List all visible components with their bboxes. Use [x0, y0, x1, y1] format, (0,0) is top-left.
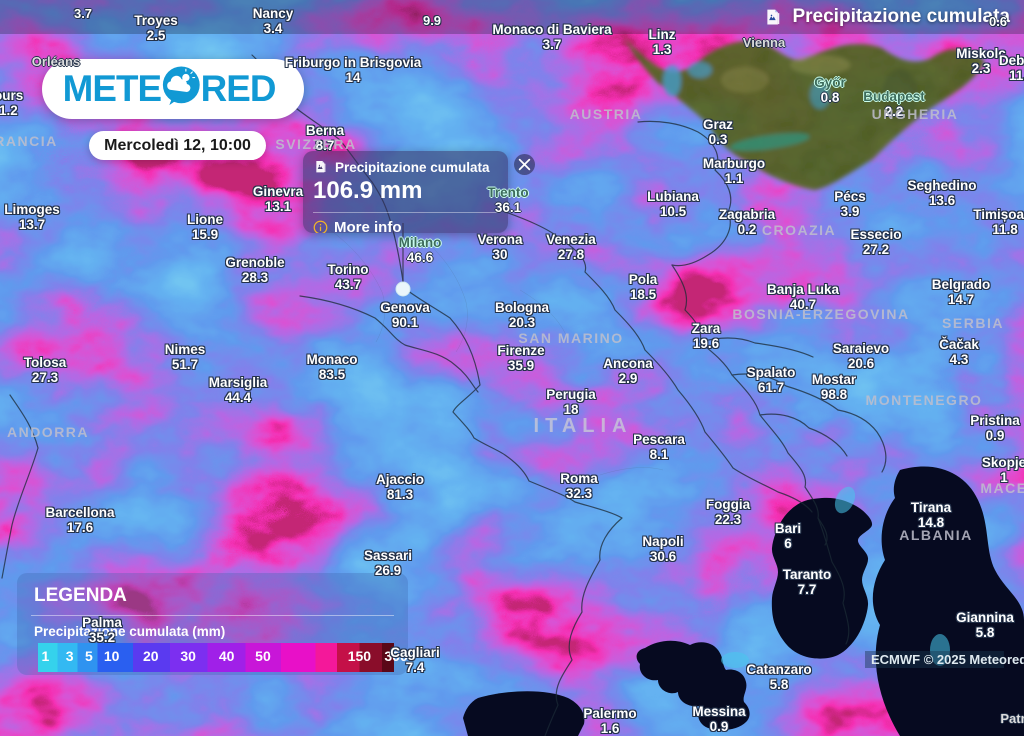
svg-text:RED: RED [201, 68, 276, 109]
svg-text:METE: METE [63, 68, 162, 109]
